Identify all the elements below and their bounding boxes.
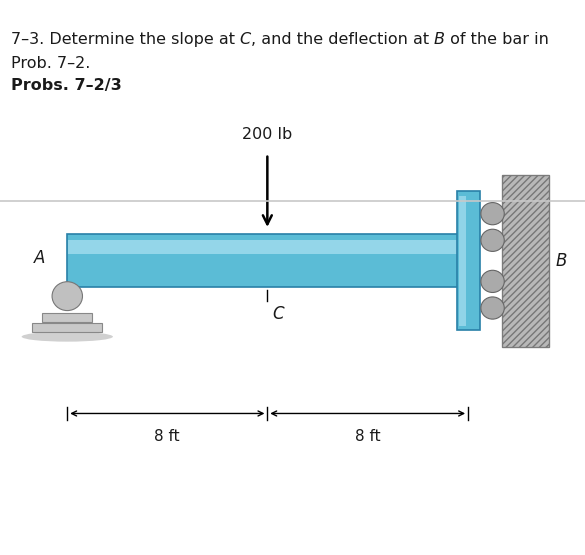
Circle shape (481, 203, 504, 225)
Text: , and the deflection at: , and the deflection at (251, 32, 434, 47)
Text: of the bar in: of the bar in (445, 32, 549, 47)
Bar (457, 191, 480, 330)
Circle shape (52, 282, 82, 311)
Bar (502, 175, 549, 347)
Text: B: B (556, 252, 567, 270)
Text: 7–3. Determine the slope at: 7–3. Determine the slope at (11, 32, 240, 47)
Bar (43, 314, 92, 322)
Bar (68, 240, 467, 254)
Circle shape (481, 297, 504, 319)
Bar (32, 324, 102, 332)
Bar (502, 175, 549, 347)
Ellipse shape (22, 332, 113, 342)
Text: Probs. 7–2/3: Probs. 7–2/3 (11, 78, 121, 93)
Circle shape (481, 229, 504, 251)
Text: C: C (272, 305, 284, 323)
Bar (459, 196, 466, 326)
Circle shape (481, 270, 504, 292)
Text: A: A (34, 249, 45, 267)
Text: C: C (240, 32, 251, 47)
Text: 200 lb: 200 lb (242, 127, 292, 142)
Text: 8 ft: 8 ft (355, 429, 380, 444)
Bar (67, 234, 468, 287)
Text: Prob. 7–2.: Prob. 7–2. (11, 56, 90, 70)
Text: 8 ft: 8 ft (154, 429, 180, 444)
Text: B: B (434, 32, 445, 47)
